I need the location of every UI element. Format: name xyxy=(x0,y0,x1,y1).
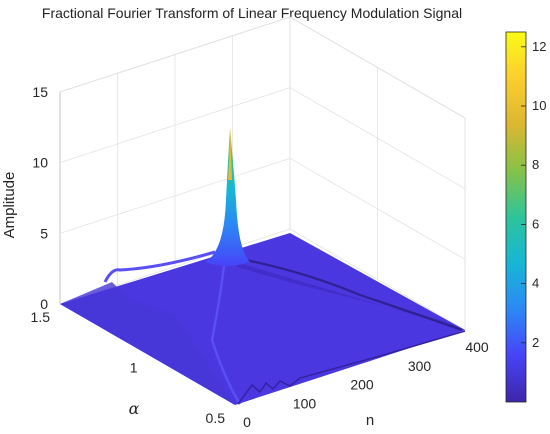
x-tick-label: 400 xyxy=(465,339,489,355)
z-tick-label: 0 xyxy=(40,296,48,312)
y-tick-label: 1 xyxy=(130,360,138,376)
axes-ticks: 0 5 10 15 0 100 200 300 400 0.5 1 1.5 xyxy=(31,84,489,430)
ridge-left xyxy=(103,250,216,283)
surface-peak xyxy=(205,128,250,266)
ridge-front xyxy=(210,257,242,405)
chart-title: Fractional Fourier Transform of Linear F… xyxy=(42,5,462,21)
colorbar-tick-label: 6 xyxy=(532,216,539,231)
x-tick-label: 100 xyxy=(293,395,317,411)
surface-plot xyxy=(60,128,466,405)
front-edge-fringe xyxy=(237,330,466,405)
colorbar-tick-label: 8 xyxy=(532,157,539,172)
surface-shading-right xyxy=(222,258,465,330)
z-tick-label: 5 xyxy=(40,225,48,241)
colorbar-gradient xyxy=(505,31,527,403)
x-axis-label: n xyxy=(366,412,374,429)
y-tick-label: 0.5 xyxy=(206,410,226,426)
colorbar-tick-label: 12 xyxy=(532,39,546,54)
z-tick-label: 10 xyxy=(32,155,48,171)
x-tick-label: 200 xyxy=(350,377,374,393)
colorbar: 2 4 6 8 10 12 xyxy=(505,31,546,403)
y-tick-label: 1.5 xyxy=(31,309,51,325)
colorbar-tick-label: 4 xyxy=(532,276,539,291)
x-tick-label: 0 xyxy=(243,414,251,430)
z-axis-label: Amplitude xyxy=(1,172,18,239)
y-axis-label: α xyxy=(129,399,140,418)
surface-peak-highlight xyxy=(228,128,232,180)
z-tick-label: 15 xyxy=(32,84,48,100)
colorbar-tick-label: 10 xyxy=(532,98,546,113)
ridge-right xyxy=(234,256,463,332)
surface-shading-left xyxy=(60,282,235,405)
x-tick-label: 300 xyxy=(408,358,432,374)
colorbar-tick-label: 2 xyxy=(532,335,539,350)
